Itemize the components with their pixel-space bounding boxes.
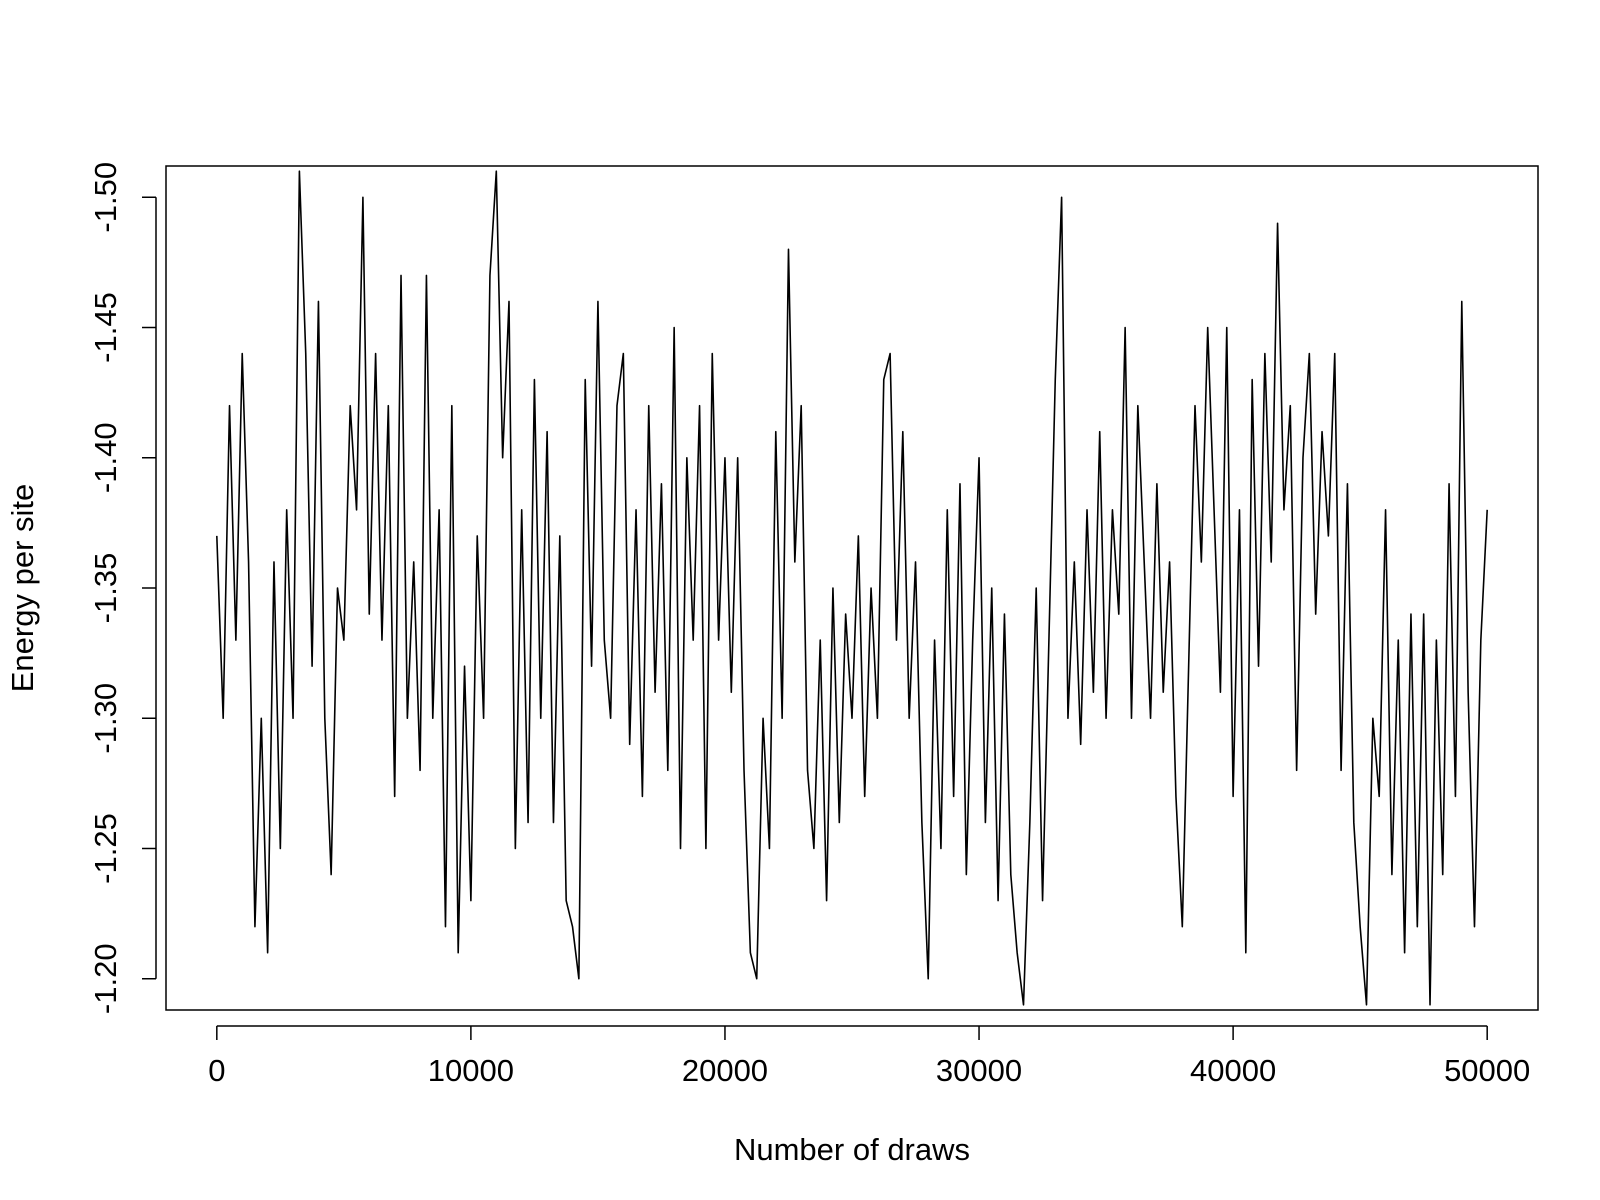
x-tick-label: 30000 bbox=[936, 1053, 1022, 1088]
x-tick-label: 40000 bbox=[1190, 1053, 1276, 1088]
y-tick-label: -1.25 bbox=[88, 813, 123, 884]
x-tick-label: 10000 bbox=[428, 1053, 514, 1088]
y-tick-label: -1.30 bbox=[88, 683, 123, 754]
x-tick-label: 0 bbox=[208, 1053, 225, 1088]
x-tick-label: 50000 bbox=[1444, 1053, 1530, 1088]
data-line bbox=[216, 170, 1488, 1006]
y-tick-label: -1.50 bbox=[88, 162, 123, 233]
y-tick-label: -1.35 bbox=[88, 553, 123, 624]
plot-frame bbox=[165, 165, 1539, 1011]
y-tick-label: -1.20 bbox=[88, 943, 123, 1014]
x-tick-label: 20000 bbox=[682, 1053, 768, 1088]
y-tick-label: -1.45 bbox=[88, 292, 123, 363]
x-axis-label: Number of draws bbox=[734, 1132, 970, 1167]
y-tick-label: -1.40 bbox=[88, 422, 123, 493]
y-axis-label: Energy per site bbox=[5, 484, 40, 693]
